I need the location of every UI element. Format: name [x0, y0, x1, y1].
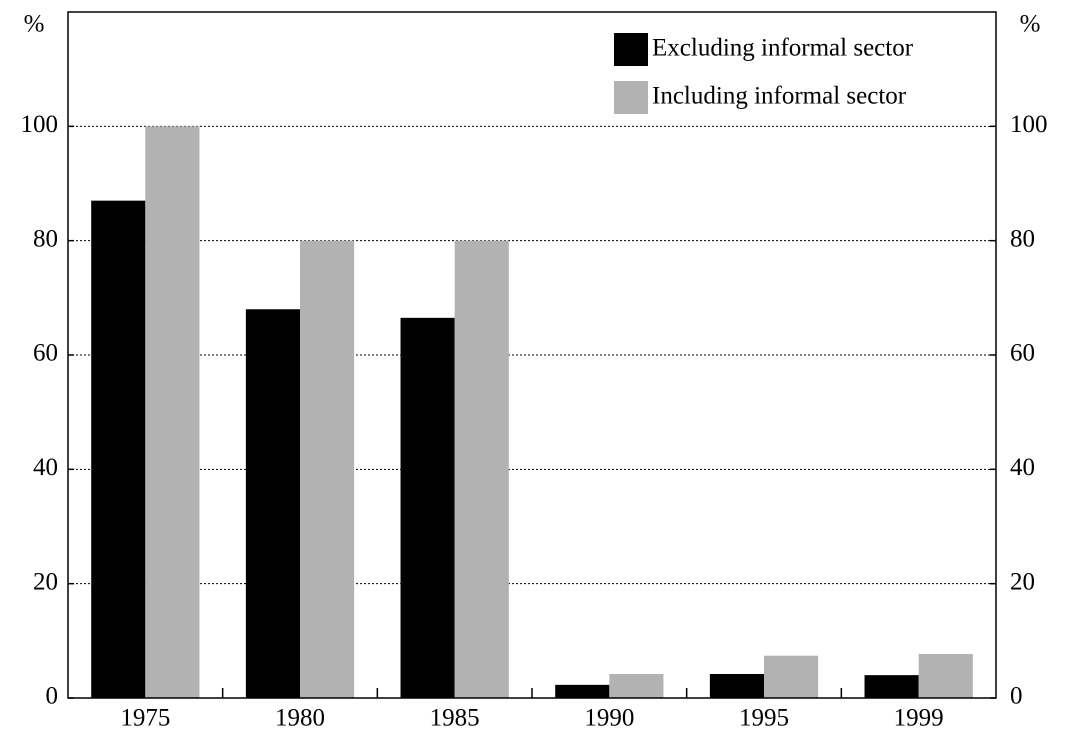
- bar: [91, 200, 146, 698]
- bar: [918, 653, 973, 698]
- bar: [300, 240, 355, 698]
- legend-label: Excluding informal sector: [652, 35, 914, 62]
- x-tick-label: 1975: [120, 705, 170, 732]
- x-tick-label: 1990: [584, 705, 634, 732]
- y2-tick-label: 20: [1010, 568, 1035, 595]
- y-tick-label: 80: [33, 225, 58, 252]
- bar: [555, 684, 610, 698]
- bar: [864, 675, 919, 698]
- y-axis-label: %: [24, 11, 45, 38]
- y2-tick-label: 60: [1010, 340, 1035, 367]
- bar: [145, 126, 200, 699]
- y2-tick-label: 100: [1010, 111, 1048, 138]
- bar: [245, 309, 300, 698]
- legend-label: Including informal sector: [652, 83, 907, 110]
- bar: [400, 317, 455, 698]
- bar: [454, 240, 509, 698]
- y2-tick-label: 80: [1010, 225, 1035, 252]
- x-tick-label: 1980: [275, 705, 325, 732]
- bar: [709, 673, 764, 698]
- plot-frame: [67, 11, 997, 699]
- x-tick-label: 1985: [430, 705, 480, 732]
- y2-tick-label: 40: [1010, 454, 1035, 481]
- y2-axis-label: %: [1020, 11, 1041, 38]
- y-tick-label: 0: [46, 683, 59, 710]
- y-tick-label: 60: [33, 340, 58, 367]
- y-tick-label: 40: [33, 454, 58, 481]
- y2-tick-label: 0: [1010, 683, 1023, 710]
- bar: [609, 673, 664, 698]
- x-tick-label: 1999: [894, 705, 944, 732]
- bar: [764, 655, 819, 698]
- y-tick-label: 100: [21, 111, 59, 138]
- legend-swatch: [614, 81, 648, 114]
- y-tick-label: 20: [33, 568, 58, 595]
- legend-swatch: [614, 33, 648, 66]
- x-tick-label: 1995: [739, 705, 789, 732]
